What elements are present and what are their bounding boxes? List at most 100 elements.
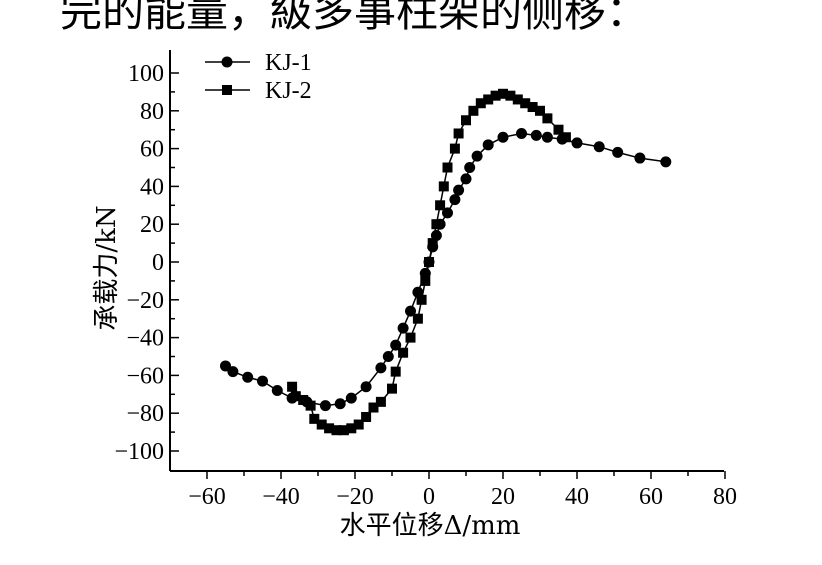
data-point [287, 381, 298, 392]
axes: 100 80 60 40 20 0 −20 −40 −60 −80 −100 −60 −40 −20 0 20… [114, 50, 737, 510]
data-point [345, 392, 357, 404]
x-tick-label: 60 [639, 484, 663, 510]
y-tick-label: −100 [114, 439, 164, 465]
data-point [227, 366, 239, 378]
x-tick-label: 40 [565, 484, 589, 510]
data-point [375, 396, 386, 407]
y-tick-label: 80 [140, 99, 164, 125]
data-point [527, 102, 538, 113]
x-tick-label: −60 [188, 484, 226, 510]
series-layer [220, 88, 672, 436]
data-point [634, 152, 646, 164]
data-point [319, 400, 331, 412]
data-point [520, 98, 531, 109]
data-point [660, 156, 672, 168]
y-tick-label: −40 [126, 326, 164, 352]
legend-marker [222, 85, 232, 95]
data-point [334, 398, 346, 410]
data-point [375, 362, 387, 374]
data-point [387, 383, 397, 394]
data-point [416, 294, 427, 305]
data-point [612, 146, 624, 158]
x-tick-label: −40 [262, 484, 300, 510]
data-point [309, 413, 320, 424]
data-point [257, 375, 268, 387]
x-axis-title: 水平位移Δ/mm [340, 511, 521, 541]
data-point [360, 381, 372, 393]
data-point [442, 162, 453, 173]
data-point [390, 366, 401, 377]
y-axis-title: 承载力/kN [92, 205, 122, 330]
data-point [542, 113, 553, 124]
data-point [471, 150, 483, 162]
data-point [453, 128, 464, 139]
legend-marker [221, 56, 233, 68]
data-point [553, 124, 564, 135]
data-point [475, 98, 486, 109]
data-point [482, 139, 494, 151]
data-point [331, 425, 342, 436]
data-point [420, 275, 431, 286]
data-point [397, 322, 409, 334]
x-tick-label: 20 [491, 484, 515, 510]
y-tick-label: −20 [126, 288, 164, 314]
data-point [449, 143, 460, 154]
data-point [290, 391, 301, 402]
x-tick-label: −20 [336, 484, 374, 510]
data-point [571, 137, 583, 149]
y-tick-label: 0 [152, 250, 164, 276]
caption-fragment: 完的能量，級多事柱架的侧移： [60, 0, 649, 36]
data-point [338, 425, 349, 436]
data-point [382, 351, 394, 362]
data-point [593, 141, 605, 153]
data-point [483, 94, 494, 105]
data-point [560, 132, 571, 143]
data-point [535, 105, 545, 116]
data-point [298, 394, 309, 405]
data-point [498, 88, 508, 99]
data-point [490, 90, 501, 101]
data-point [497, 131, 509, 143]
data-point [435, 200, 446, 211]
data-point [431, 219, 442, 230]
data-point [353, 419, 364, 430]
y-tick-label: −80 [126, 401, 164, 427]
data-point [412, 313, 423, 324]
data-point [427, 238, 438, 249]
data-point [453, 184, 465, 196]
data-point [405, 332, 416, 343]
data-point [368, 402, 379, 413]
legend: KJ-1KJ-2 [205, 50, 312, 104]
data-point [438, 181, 449, 192]
x-tick-label: 0 [423, 484, 435, 510]
data-point [541, 131, 553, 143]
data-point [464, 162, 476, 173]
data-point [505, 90, 516, 101]
data-point [316, 419, 327, 430]
data-point [271, 385, 283, 397]
data-point [516, 127, 527, 139]
data-point [530, 129, 542, 141]
series-kj-2 [287, 88, 571, 436]
x-tick-label: 80 [713, 484, 737, 510]
data-point [424, 257, 434, 267]
y-tick-label: 20 [140, 212, 164, 238]
data-point [512, 94, 523, 105]
data-point [305, 400, 316, 411]
legend-label: KJ-1 [265, 50, 312, 76]
data-point [449, 194, 461, 206]
y-tick-label: −60 [126, 363, 164, 389]
data-point [361, 411, 372, 422]
legend-label: KJ-2 [265, 78, 312, 104]
data-point [346, 423, 357, 434]
data-point [468, 105, 479, 116]
data-point [461, 115, 471, 126]
data-point [460, 173, 472, 185]
data-point [398, 347, 409, 358]
data-point [324, 423, 335, 434]
y-tick-label: 60 [140, 137, 164, 163]
y-tick-label: 100 [128, 61, 164, 87]
data-point [242, 371, 254, 383]
y-tick-label: 40 [140, 174, 164, 200]
